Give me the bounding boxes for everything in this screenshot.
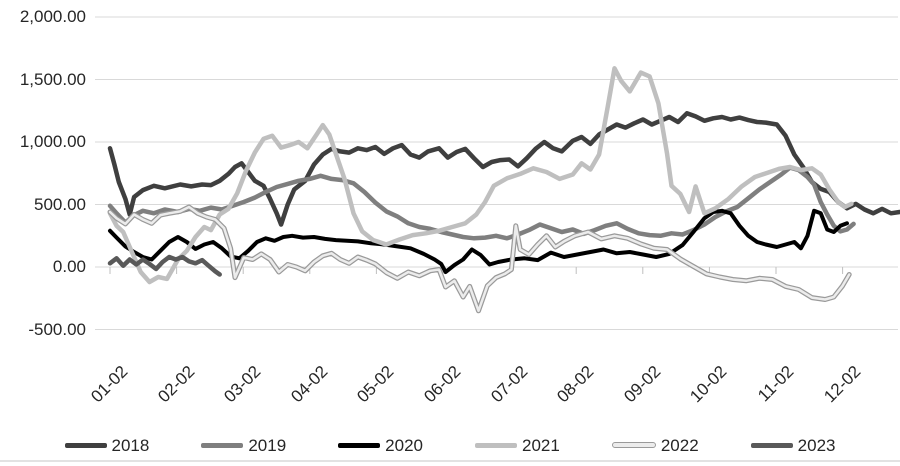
series-line-2022 <box>108 205 851 313</box>
legend-label: 2019 <box>248 435 287 455</box>
legend-item-2023: 2023 <box>750 435 836 455</box>
legend-swatch-2022 <box>611 442 656 448</box>
legend-label: 2020 <box>385 435 423 455</box>
series-line-2018 <box>107 111 900 227</box>
legend-item-2019: 2019 <box>201 437 286 454</box>
legend-swatch-2023 <box>750 442 793 448</box>
y-axis-tick-label: 1,000.00 <box>19 132 86 151</box>
legend-swatch-2019 <box>201 442 244 448</box>
y-axis-tick-label: 1,500.00 <box>19 69 86 89</box>
legend: 2018 2019 2020 2021 2022 2023 <box>0 430 900 460</box>
legend-item-2021: 2021 <box>475 437 560 454</box>
y-axis-tick-label: -500.00 <box>28 319 86 339</box>
legend-item-2022: 2022 <box>611 435 699 455</box>
series-line-2020 <box>108 208 849 274</box>
y-axis-tick-label: 500.00 <box>34 194 86 214</box>
plot-area <box>95 16 900 330</box>
legend-label: 2023 <box>797 435 836 455</box>
legend-label: 2021 <box>522 435 560 455</box>
legend-label: 2018 <box>111 435 150 455</box>
legend-swatch-2018 <box>64 442 107 448</box>
legend-item-2020: 2020 <box>338 437 423 454</box>
legend-item-2018: 2018 <box>64 435 150 455</box>
bottom-divider-line <box>0 460 900 462</box>
series-line-2023 <box>107 254 222 277</box>
legend-swatch-2020 <box>338 442 381 448</box>
y-axis-tick-label: 0.00 <box>52 257 86 276</box>
legend-label: 2022 <box>660 435 699 455</box>
series-line-2019 <box>107 165 856 241</box>
legend-swatch-2021 <box>475 442 517 448</box>
y-axis-tick-label: 2,000.00 <box>19 7 86 26</box>
series-line-2021 <box>107 66 854 285</box>
